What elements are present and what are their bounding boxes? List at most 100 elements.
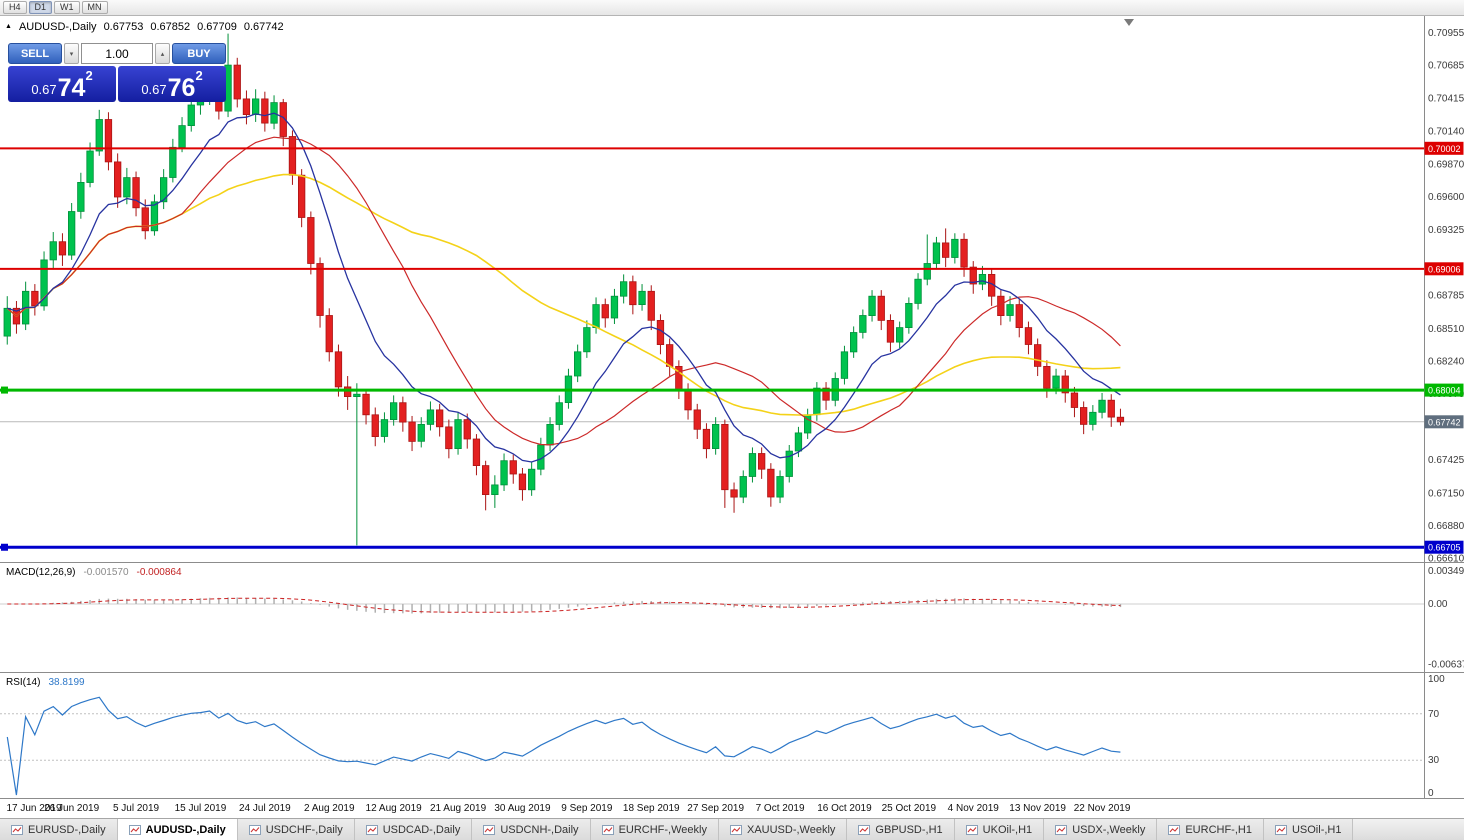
chart-tab-label: GBPUSD-,H1 (875, 823, 943, 836)
candle (978, 273, 987, 285)
macd-axis-label: -0.00637 (1428, 660, 1464, 671)
buy-button[interactable]: BUY (172, 43, 226, 64)
chart-tab-icon (483, 824, 496, 835)
ma-line-mid (6, 136, 1121, 446)
candle (408, 421, 416, 442)
candle (242, 98, 251, 116)
macd-main-value: -0.001570 (83, 567, 129, 578)
price-chart-canvas[interactable]: 0.70955 0.70685 0.70415 0.70140 0.69870 0.696… (0, 16, 1464, 798)
chart-symbol-label: AUDUSD-,Daily (18, 21, 97, 33)
timeframe-mn-button[interactable]: MN (81, 1, 108, 14)
price-axis-label: 0.70955 (1428, 28, 1464, 39)
candle (1061, 375, 1069, 394)
candle (288, 136, 297, 176)
timeframe-d1-button[interactable]: D1 (28, 1, 53, 14)
chart-tab[interactable]: USDCHF-,Daily (237, 819, 355, 840)
chart-background (0, 16, 1464, 798)
chart-tab[interactable]: XAUUSD-,Weekly (718, 819, 848, 840)
date-axis-label: 17 Jun 2019 (6, 803, 62, 814)
chart-shift-marker-icon (1124, 19, 1134, 26)
candle (362, 393, 370, 416)
candle (40, 259, 48, 307)
price-badge-label: 0.68004 (1428, 386, 1461, 396)
timeframe-toolbar: H4 D1 W1 MN (0, 0, 1464, 16)
one-click-trading-panel: SELL ▾ ▴ BUY 0.67 74 2 0.67 76 2 (8, 43, 226, 102)
sell-price-big-figure: 74 (57, 73, 86, 102)
candle (794, 432, 803, 452)
chart-tab[interactable]: USDCNH-,Daily (472, 819, 591, 840)
chart-tab-icon (128, 824, 141, 835)
buy-price-display[interactable]: 0.67 76 2 (118, 66, 226, 102)
candle (454, 419, 462, 450)
candle (233, 64, 241, 100)
symbol-arrow-icon: ▲ (5, 22, 12, 30)
timeframe-h4-button[interactable]: H4 (3, 1, 27, 14)
chart-tab[interactable]: USOil-,H1 (1263, 819, 1354, 840)
line-handle[interactable] (1, 386, 8, 394)
timeframe-w1-button[interactable]: W1 (54, 1, 80, 14)
date-axis-label: 12 Aug 2019 (365, 803, 422, 814)
candle (1107, 399, 1115, 418)
candle (1098, 399, 1106, 413)
rsi-axis-label: 0 (1428, 788, 1434, 798)
candle (702, 428, 711, 450)
candle (481, 465, 490, 496)
candle (371, 414, 379, 437)
candle (785, 450, 793, 477)
candle (123, 177, 131, 198)
chart-tab[interactable]: AUDUSD-,Daily (117, 819, 238, 840)
chart-tab-icon (729, 824, 742, 835)
candle (647, 290, 655, 321)
chart-tab-label: XAUUSD-,Weekly (746, 823, 836, 836)
candle (776, 476, 784, 498)
macd-signal-line (7, 597, 1121, 613)
ohlc-low-value: 0.67709 (197, 21, 237, 33)
chart-tab[interactable]: EURCHF-,Weekly (590, 819, 719, 840)
candle (251, 98, 260, 116)
date-axis-label: 5 Jul 2019 (112, 803, 160, 814)
price-axis-label: 0.66610 (1428, 554, 1464, 565)
candle (445, 426, 453, 450)
chart-tab[interactable]: USDX-,Weekly (1044, 819, 1158, 840)
chart-tab[interactable]: EURUSD-,Daily (0, 819, 118, 840)
price-badge-label: 0.69006 (1428, 264, 1461, 274)
chart-tab[interactable]: EURCHF-,H1 (1157, 819, 1264, 840)
candle (1116, 416, 1125, 423)
macd-panel (0, 597, 1424, 614)
candle (840, 351, 849, 379)
chart-tab[interactable]: UKOil-,H1 (954, 819, 1045, 840)
chart-tab[interactable]: USDCAD-,Daily (354, 819, 473, 840)
chart-tab-icon (601, 824, 614, 835)
price-axis-label: 0.66880 (1428, 521, 1464, 532)
candle (1043, 365, 1051, 389)
sell-price-prefix: 0.67 (31, 82, 57, 97)
chart-tab-bar: EURUSD-,Daily AUDUSD-,Daily USDCHF-,Daily U… (0, 818, 1464, 840)
candle (822, 387, 830, 401)
candle (389, 402, 398, 421)
price-axis-label: 0.68785 (1428, 291, 1464, 302)
volume-input[interactable] (81, 43, 153, 64)
candle (610, 295, 619, 319)
candle (399, 402, 407, 423)
chart-tab-icon (248, 824, 261, 835)
chart-tab-label: USDX-,Weekly (1072, 823, 1146, 836)
price-badge (1424, 383, 1464, 397)
price-badge (1424, 415, 1464, 429)
candle (95, 119, 103, 152)
sell-button[interactable]: SELL (8, 43, 62, 64)
sell-price-display[interactable]: 0.67 74 2 (8, 66, 116, 102)
chart-tab[interactable]: GBPUSD-,H1 (847, 819, 955, 840)
candle (279, 102, 287, 137)
volume-down-button[interactable]: ▾ (64, 43, 79, 64)
chart-tab-label: USDCNH-,Daily (500, 823, 579, 836)
volume-up-button[interactable]: ▴ (155, 43, 170, 64)
date-axis-label: 25 Oct 2019 (881, 803, 937, 814)
candle (1080, 407, 1088, 425)
candle (877, 295, 885, 321)
candle (334, 351, 343, 388)
line-handle[interactable] (1, 543, 8, 551)
rsi-name: RSI(14) (6, 677, 41, 688)
chart-tab-icon (1274, 824, 1287, 835)
candle (518, 473, 527, 491)
chart-tab-label: EURUSD-,Daily (28, 823, 106, 836)
